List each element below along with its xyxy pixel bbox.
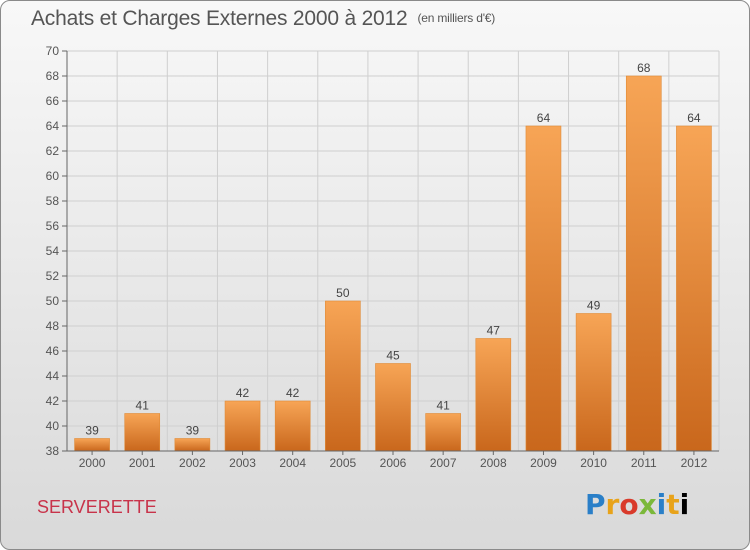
bars-layer xyxy=(74,75,712,452)
bar-2004 xyxy=(274,400,311,452)
chart-unit: (en milliers d'€) xyxy=(417,11,496,25)
chart-title-text: Achats et Charges Externes 2000 à 2012 xyxy=(31,7,408,30)
bar-2001 xyxy=(124,413,161,452)
x-tick-label: 2009 xyxy=(530,456,557,470)
y-tick-label: 38 xyxy=(46,444,60,458)
bar-value-label: 42 xyxy=(286,386,300,400)
y-tick-label: 48 xyxy=(46,319,60,333)
bar-2011 xyxy=(625,75,662,452)
chart-title: Achats et Charges Externes 2000 à 2012 (e… xyxy=(31,7,495,31)
bar-value-label: 64 xyxy=(537,111,551,125)
y-tick-label: 64 xyxy=(46,119,60,133)
bar-2008 xyxy=(475,338,512,452)
bar-value-label: 45 xyxy=(386,349,400,363)
x-tick-label: 2006 xyxy=(380,456,407,470)
bar-value-label: 68 xyxy=(637,61,651,75)
x-tick-label: 2012 xyxy=(681,456,708,470)
bar-value-label: 39 xyxy=(186,424,200,438)
y-tick-label: 70 xyxy=(46,44,60,58)
town-name: SERVERETTE xyxy=(37,497,157,517)
x-tick-label: 2010 xyxy=(580,456,607,470)
bar-2010 xyxy=(575,313,612,452)
y-tick-label: 66 xyxy=(46,94,60,108)
x-tick-label: 2004 xyxy=(279,456,306,470)
bar-2007 xyxy=(425,413,461,452)
logo-letter: r xyxy=(605,488,620,521)
axis-layer: 38 40 42 44 46 48 50 52 54 56 58 60 62 64 66 68 70 2000 20… xyxy=(46,44,719,470)
x-tick-label: 2005 xyxy=(329,456,356,470)
y-tick-label: 44 xyxy=(46,369,60,383)
bar-2003 xyxy=(224,400,261,452)
bar-2006 xyxy=(375,363,411,452)
logo-letter: o xyxy=(619,488,639,521)
y-tick-label: 46 xyxy=(46,344,60,358)
y-tick-label: 40 xyxy=(46,419,60,433)
labels-layer: 39 41 39 42 42 50 45 41 47 64 49 68 64 xyxy=(85,61,701,438)
proxiti-logo: Proxiti xyxy=(585,488,689,521)
bar-2000 xyxy=(74,438,110,452)
x-tick-label: 2002 xyxy=(179,456,206,470)
y-tick-label: 50 xyxy=(46,294,60,308)
y-tick-label: 58 xyxy=(46,194,60,208)
logo-letter: x xyxy=(638,488,657,521)
bar-value-label: 50 xyxy=(336,286,350,300)
bar-value-label: 47 xyxy=(487,324,501,338)
logo-letter: i xyxy=(679,488,690,521)
x-tick-label: 2000 xyxy=(79,456,106,470)
x-tick-label: 2011 xyxy=(631,456,657,470)
bar-2012 xyxy=(676,125,712,452)
y-tick-label: 56 xyxy=(46,219,60,233)
y-tick-label: 68 xyxy=(46,69,60,83)
bar-value-label: 49 xyxy=(587,299,601,313)
x-tick-label: 2007 xyxy=(430,456,457,470)
bar-2005 xyxy=(325,300,361,452)
y-tick-label: 62 xyxy=(46,144,60,158)
logo-letter: t xyxy=(666,488,680,521)
x-tick-label: 2008 xyxy=(480,456,507,470)
bar-value-label: 64 xyxy=(687,111,701,125)
x-tick-label: 2001 xyxy=(129,456,156,470)
bar-value-label: 41 xyxy=(436,399,450,413)
bar-value-label: 41 xyxy=(136,399,150,413)
x-tick-label: 2003 xyxy=(229,456,256,470)
bar-value-label: 39 xyxy=(85,424,99,438)
y-tick-label: 42 xyxy=(46,394,60,408)
y-tick-label: 60 xyxy=(46,169,60,183)
logo-letter: i xyxy=(656,488,667,521)
bar-2009 xyxy=(525,125,562,452)
bar-value-label: 42 xyxy=(236,386,250,400)
logo-letter: P xyxy=(585,488,606,521)
y-tick-label: 54 xyxy=(46,244,60,258)
y-tick-label: 52 xyxy=(46,269,60,283)
bar-2002 xyxy=(174,438,211,452)
